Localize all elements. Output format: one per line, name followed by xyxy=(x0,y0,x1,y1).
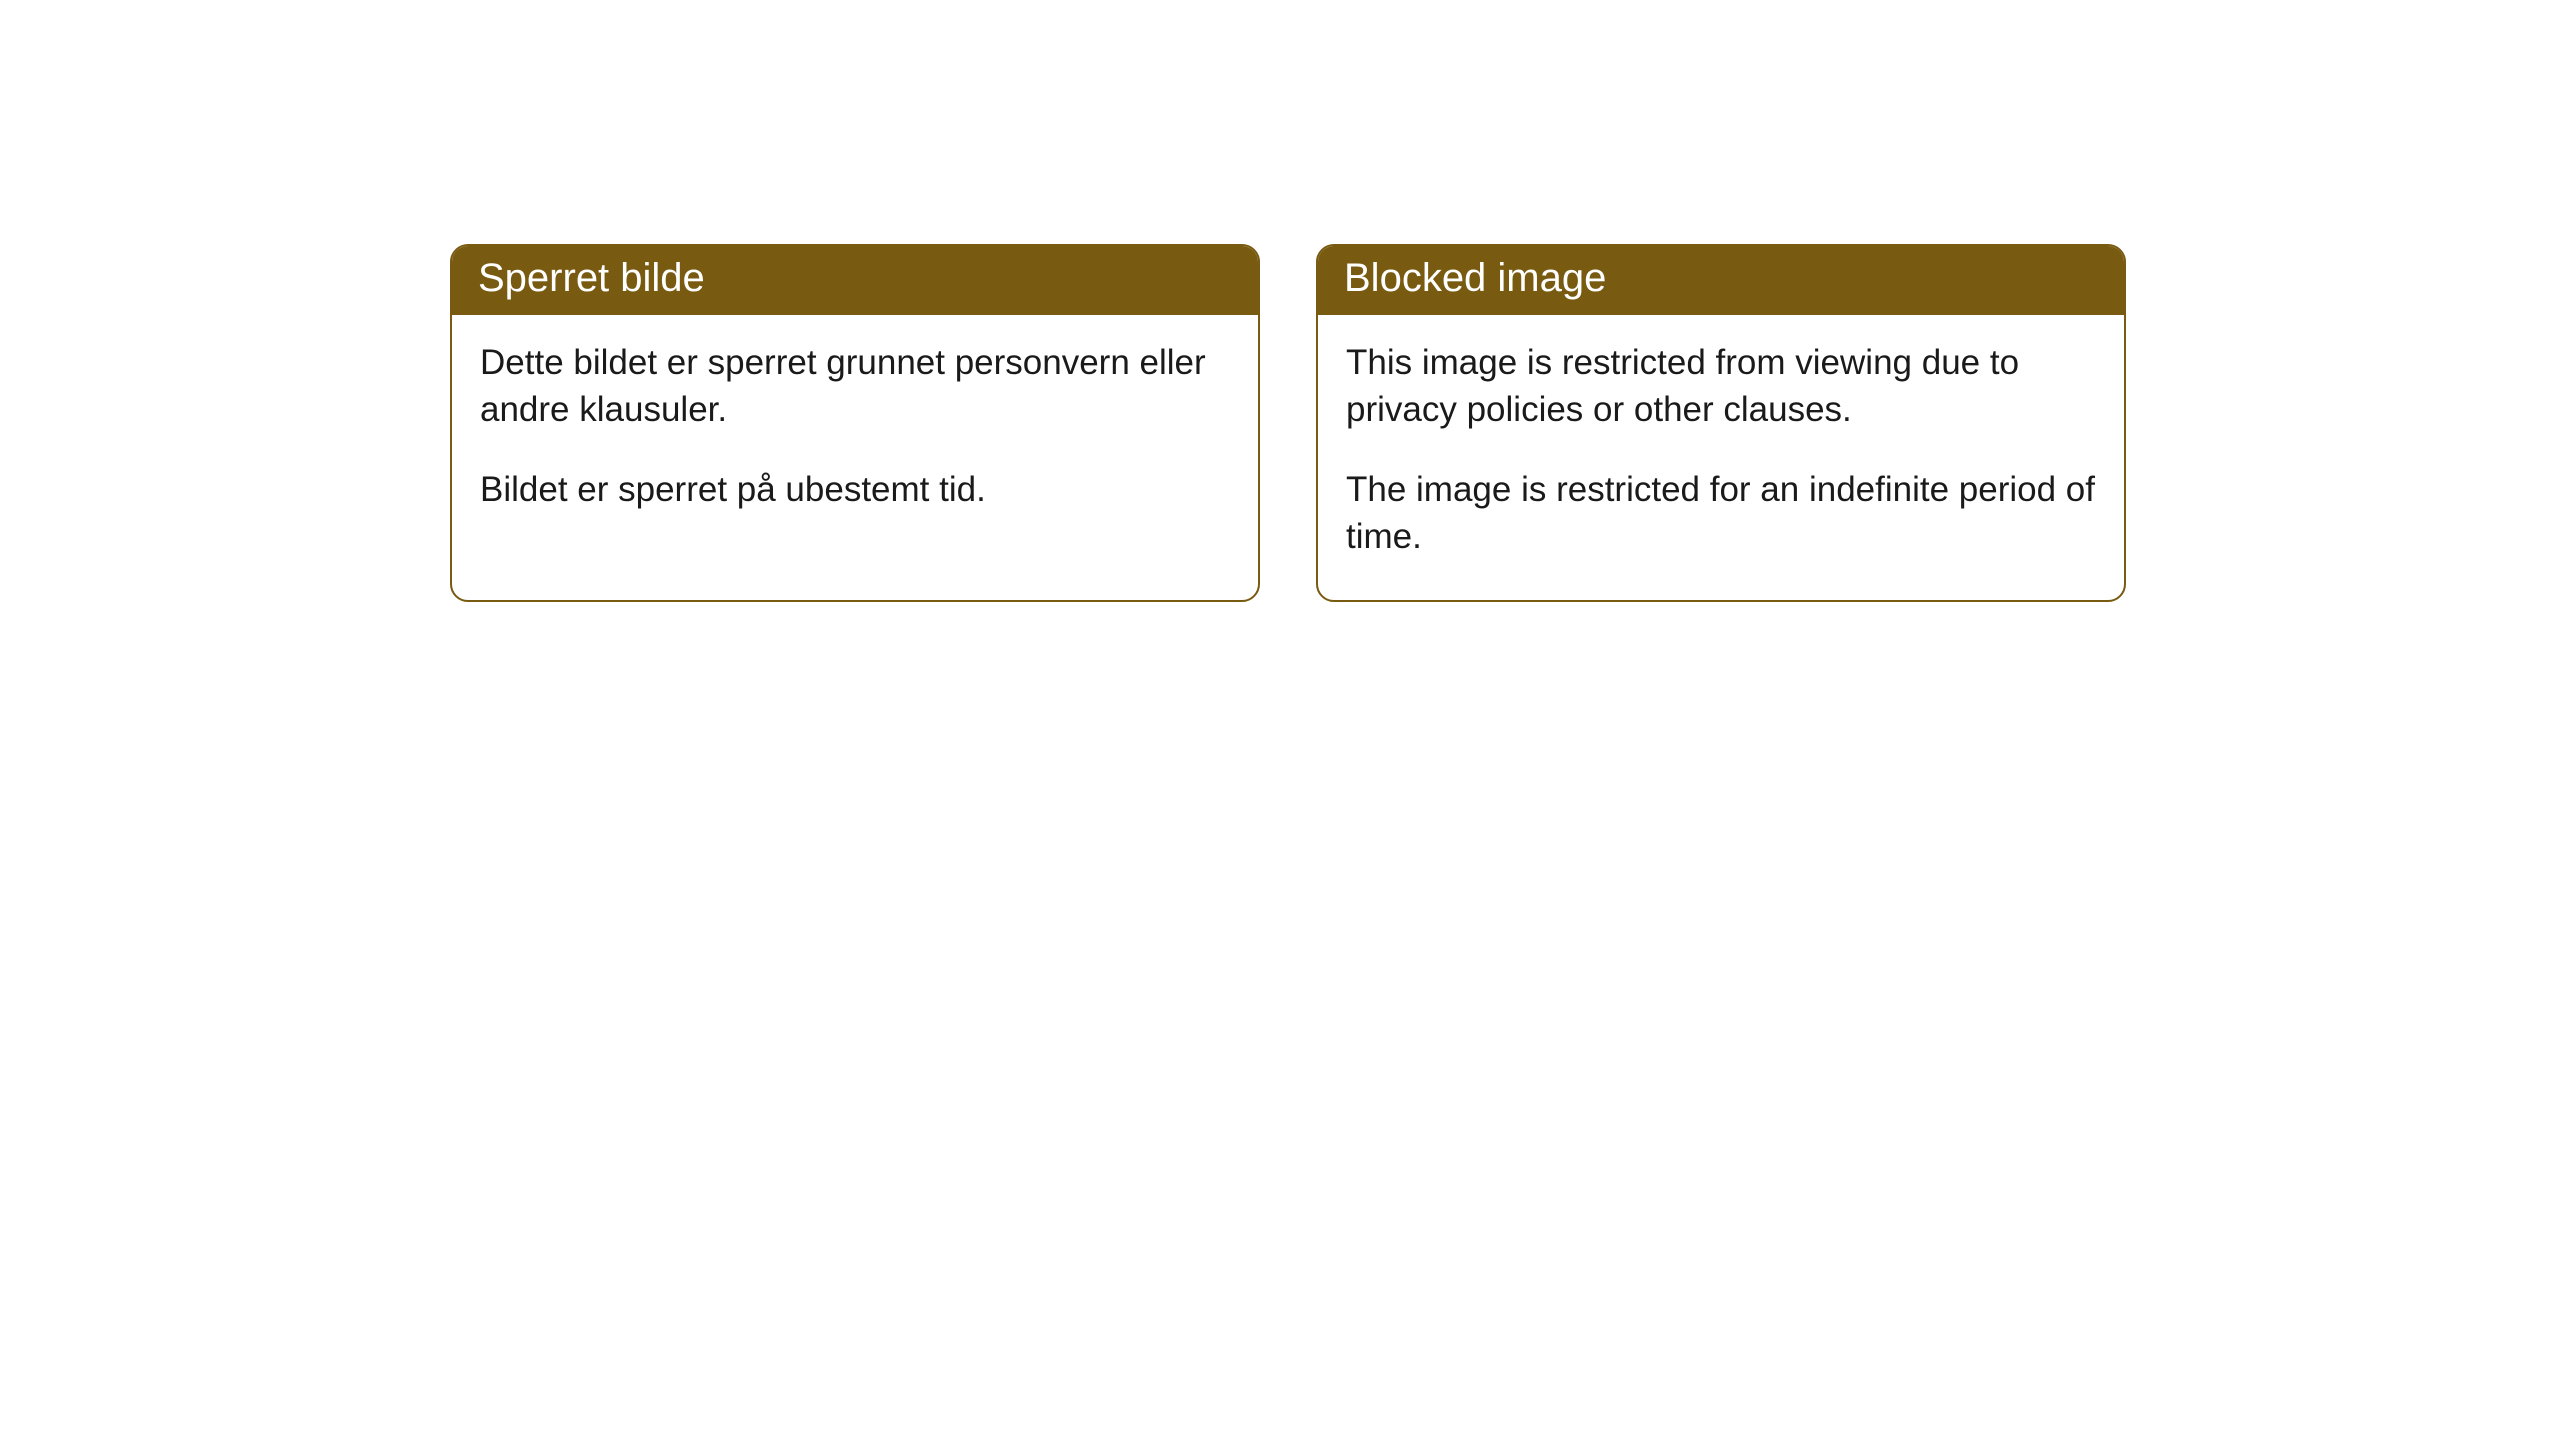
card-norwegian: Sperret bilde Dette bildet er sperret gr… xyxy=(450,244,1260,602)
cards-container: Sperret bilde Dette bildet er sperret gr… xyxy=(0,0,2560,602)
card-header-english: Blocked image xyxy=(1318,246,2124,315)
card-english: Blocked image This image is restricted f… xyxy=(1316,244,2126,602)
card-body-english: This image is restricted from viewing du… xyxy=(1318,315,2124,600)
card-body-norwegian: Dette bildet er sperret grunnet personve… xyxy=(452,315,1258,553)
card-paragraph-1-norwegian: Dette bildet er sperret grunnet personve… xyxy=(480,339,1230,434)
card-paragraph-2-english: The image is restricted for an indefinit… xyxy=(1346,466,2096,561)
card-header-norwegian: Sperret bilde xyxy=(452,246,1258,315)
card-paragraph-1-english: This image is restricted from viewing du… xyxy=(1346,339,2096,434)
card-paragraph-2-norwegian: Bildet er sperret på ubestemt tid. xyxy=(480,466,1230,513)
